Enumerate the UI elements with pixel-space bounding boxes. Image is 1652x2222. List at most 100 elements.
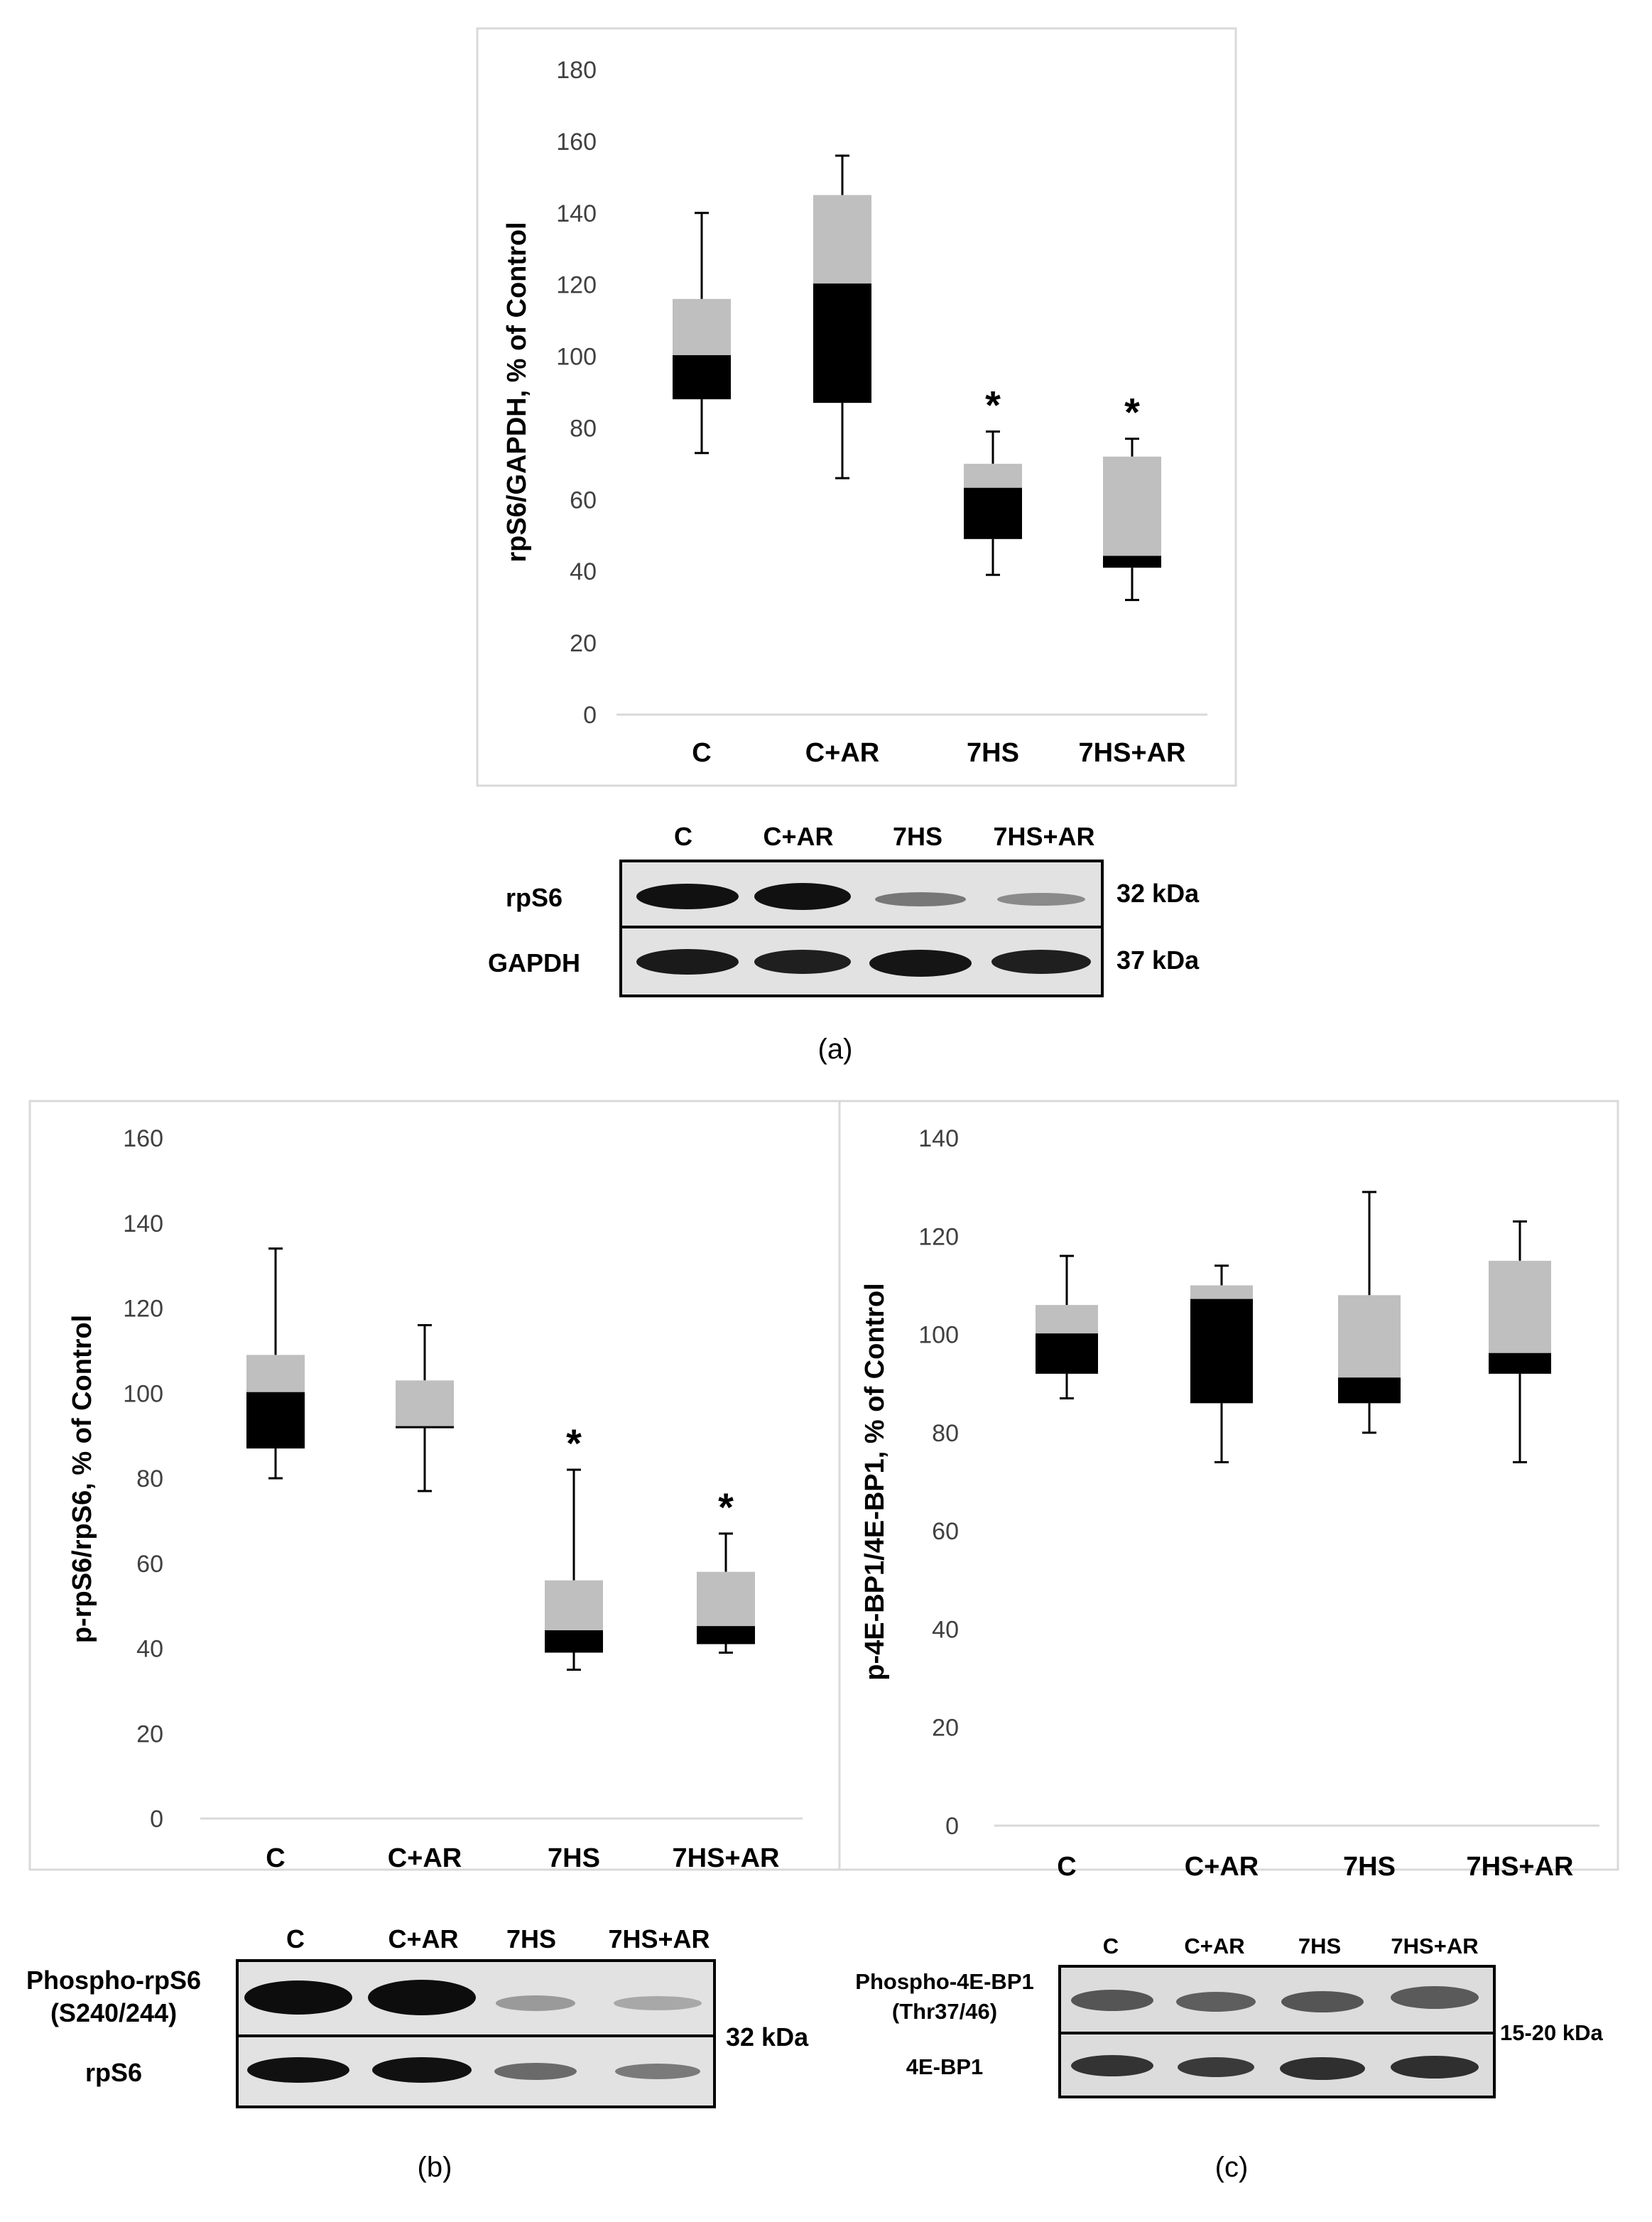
blot-a-band	[636, 884, 739, 909]
significance-star: *	[1124, 390, 1140, 435]
y-tick-label: 100	[556, 344, 597, 371]
x-category-label: 7HS+AR	[1079, 738, 1186, 768]
caption-a: (a)	[818, 1034, 853, 1065]
blot-a-lane-3: 7HS	[893, 822, 942, 851]
x-category-label: 7HS+AR	[1467, 1852, 1574, 1882]
blot-c-band	[1071, 2055, 1153, 2076]
box-lower-quartile	[813, 284, 871, 403]
y-tick-label: 140	[918, 1125, 959, 1152]
x-category-label: C+AR	[1185, 1852, 1259, 1882]
caption-b: (b)	[418, 2152, 452, 2183]
blot-c-row2-label: 4E-BP1	[906, 2054, 984, 2079]
y-tick-label: 120	[556, 272, 597, 299]
x-category-label: 7HS	[1343, 1852, 1396, 1882]
x-category-label: C	[692, 738, 711, 768]
blot-a-band	[875, 892, 966, 906]
box-upper-quartile	[697, 1571, 755, 1627]
blot-a: C C+AR 7HS 7HS+AR rpS6 GAPDH 32 kDa 37 k…	[488, 822, 1200, 1065]
blot-b-band	[247, 2057, 349, 2083]
box-upper-quartile	[1190, 1285, 1253, 1301]
blot-b-lane-3: 7HS	[506, 1924, 556, 1953]
blot-c-band	[1178, 2057, 1254, 2077]
blot-b-band	[372, 2057, 472, 2083]
y-tick-label: 60	[136, 1551, 163, 1578]
blot-c-band	[1391, 2056, 1479, 2079]
y-tick-label: 0	[583, 702, 597, 729]
box-lower-quartile	[1103, 557, 1161, 568]
blot-a-lane-1: C	[674, 822, 692, 851]
blot-b-band	[494, 2063, 577, 2080]
blot-a-row1-label: rpS6	[506, 883, 563, 912]
box-upper-quartile	[396, 1380, 454, 1428]
y-tick-label: 100	[918, 1322, 959, 1349]
blot-b-band	[368, 1980, 476, 2015]
y-tick-label: 20	[136, 1720, 163, 1747]
caption-c: (c)	[1215, 2152, 1249, 2183]
x-category-label: 7HS+AR	[673, 1843, 780, 1873]
blot-a-row2-label: GAPDH	[488, 948, 580, 977]
y-tick-label: 80	[136, 1465, 163, 1492]
blot-a-lane-4: 7HS+AR	[993, 822, 1094, 851]
y-tick-label: 40	[136, 1636, 163, 1663]
blot-c-row1-label-line2: (Thr37/46)	[892, 1999, 997, 2024]
blot-b-row1-label-line2: (S240/244)	[50, 1998, 177, 2027]
box-upper-quartile	[813, 195, 871, 285]
blot-c-size: 15-20 kDa	[1500, 2020, 1604, 2045]
y-axis-label: p-rpS6/rpS6, % of Control	[67, 1315, 97, 1643]
box-lower-quartile	[1190, 1300, 1253, 1404]
x-category-label: C+AR	[388, 1843, 462, 1873]
blot-a-band	[991, 950, 1091, 974]
blot-b-band	[614, 1996, 702, 2010]
chart-c: 0 20 40 60 80 100 120 140 p-4E-BP1/4E-BP1, % of …	[838, 1100, 1619, 1882]
significance-star: *	[566, 1421, 582, 1465]
blot-b-lane-2: C+AR	[388, 1924, 458, 1953]
blot-b-band	[496, 1995, 575, 2011]
y-tick-label: 0	[150, 1806, 163, 1833]
x-category-label: 7HS	[967, 738, 1019, 768]
blot-c-lane-2: C+AR	[1184, 1934, 1244, 1958]
blot-b-lane-4: 7HS+AR	[608, 1924, 710, 1953]
blot-a-row1-size: 32 kDa	[1116, 879, 1200, 908]
blot-b-lane-1: C	[286, 1924, 305, 1953]
y-tick-label: 60	[570, 487, 597, 514]
blot-c-band	[1280, 2057, 1365, 2080]
y-tick-label: 100	[123, 1380, 163, 1407]
chart-b: 0 20 40 60 80 100 120 140 160 p-rpS6/rpS6, % of C…	[28, 1100, 841, 1873]
x-category-label: 7HS	[548, 1843, 600, 1873]
chart-a-frame	[476, 27, 1237, 787]
blot-a-lane-2: C+AR	[763, 822, 833, 851]
box-lower-quartile	[673, 356, 731, 400]
y-tick-label: 80	[570, 415, 597, 442]
significance-star: *	[718, 1485, 734, 1529]
y-tick-label: 20	[932, 1715, 959, 1742]
chart-a: 0 20 40 60 80 100 120 140 160 180 rpS6/GAPDH, % of…	[476, 27, 1237, 787]
blot-c-band	[1176, 1992, 1256, 2012]
blot-a-band	[754, 883, 851, 910]
y-tick-label: 80	[932, 1420, 959, 1447]
x-category-label: C	[1057, 1852, 1076, 1882]
box-lower-quartile	[246, 1393, 305, 1449]
box-lower-quartile	[964, 489, 1022, 539]
blot-b: C C+AR 7HS 7HS+AR Phospho-rpS6 (S240/244…	[26, 1924, 809, 2183]
blot-b-row1-label-line1: Phospho-rpS6	[26, 1966, 201, 1995]
y-tick-label: 160	[123, 1125, 163, 1152]
blot-c-lane-1: C	[1103, 1934, 1119, 1958]
blot-b-band	[244, 1980, 352, 2015]
box-upper-quartile	[545, 1580, 603, 1632]
blot-c-row1-label-line1: Phospho-4E-BP1	[855, 1969, 1033, 1994]
box-lower-quartile	[545, 1631, 603, 1653]
blot-c-band	[1391, 1986, 1479, 2009]
chart-b-frame	[28, 1100, 841, 1871]
y-tick-label: 40	[932, 1616, 959, 1643]
y-axis-label: p-4E-BP1/4E-BP1, % of Control	[860, 1283, 890, 1681]
x-category-label: C	[266, 1843, 285, 1873]
y-tick-label: 140	[556, 200, 597, 227]
y-tick-label: 160	[556, 129, 597, 156]
y-tick-label: 60	[932, 1518, 959, 1545]
blot-b-band	[615, 2064, 700, 2079]
blot-b-size: 32 kDa	[726, 2022, 809, 2052]
blot-c-lane-4: 7HS+AR	[1391, 1934, 1478, 1958]
blot-a-band	[754, 950, 851, 974]
x-category-label: C+AR	[805, 738, 880, 768]
